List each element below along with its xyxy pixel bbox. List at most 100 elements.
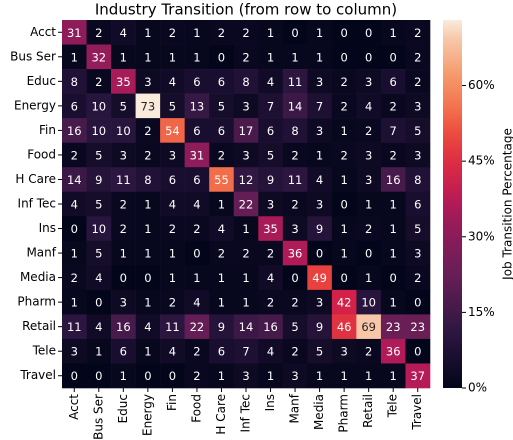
cell-label: 6: [390, 75, 397, 89]
heatmap-cell: [160, 142, 185, 168]
heatmap-cell: [356, 142, 382, 168]
cell-label: 16: [263, 320, 278, 334]
heatmap-cell: [233, 216, 259, 242]
heatmap-cell: [233, 289, 259, 315]
heatmap-cell: [331, 240, 357, 266]
cell-label: 2: [414, 26, 421, 40]
heatmap-cell: [307, 363, 333, 389]
cell-label: 7: [242, 345, 249, 359]
cell-label: 2: [169, 296, 176, 310]
heatmap-cell: [380, 338, 406, 364]
heatmap-cell: [258, 142, 284, 168]
cell-label: 2: [365, 124, 372, 138]
y-tick-label: Tele: [32, 344, 56, 358]
heatmap-cell: [111, 69, 136, 94]
colorbar-tick-label: 0%: [468, 381, 487, 395]
heatmap-cell: [356, 20, 382, 45]
heatmap-cell: [160, 338, 185, 364]
cell-label: 2: [242, 26, 249, 40]
cell-label: 31: [67, 26, 82, 40]
cell-label: 6: [120, 345, 127, 359]
cell-label: 1: [242, 271, 249, 285]
heatmap-cell: [209, 363, 235, 389]
heatmap-cell: [184, 240, 210, 266]
heatmap-cell: [233, 93, 259, 119]
colorbar-tick-label: 60%: [468, 78, 495, 92]
cell-label: 0: [340, 198, 347, 212]
heatmap-cell: [331, 20, 357, 45]
cell-label: 0: [291, 26, 298, 40]
cell-label: 22: [239, 198, 254, 212]
heatmap-cell: [209, 20, 235, 45]
cell-label: 4: [193, 296, 200, 310]
cell-label: 1: [242, 222, 249, 236]
heatmap-cell: [233, 44, 259, 70]
heatmap-cell: [111, 289, 136, 315]
heatmap-cell: [282, 191, 308, 217]
heatmap-cell: [62, 240, 87, 266]
heatmap-cell: [331, 191, 357, 217]
cell-label: 1: [365, 198, 372, 212]
heatmap-cell: [86, 93, 112, 119]
cell-label: 1: [120, 50, 127, 64]
cell-label: 10: [91, 99, 106, 113]
cell-label: 1: [340, 369, 347, 383]
cell-label: 16: [116, 320, 131, 334]
heatmap-cell: [184, 44, 210, 70]
heatmap-cell: [331, 338, 357, 364]
cell-label: 0: [95, 369, 102, 383]
heatmap-cell: [282, 314, 308, 340]
heatmap-cell: [307, 69, 333, 94]
heatmap-cell: [135, 265, 161, 291]
heatmap-cell: [405, 363, 431, 389]
cell-label: 2: [390, 148, 397, 162]
cell-label: 37: [410, 369, 425, 383]
heatmap-cell: [111, 216, 136, 242]
heatmap-cell: [331, 93, 357, 119]
heatmap-cell: [184, 289, 210, 315]
heatmap-cell: [111, 265, 136, 291]
heatmap-cell: [380, 265, 406, 291]
cell-label: 2: [144, 148, 151, 162]
x-tick-label: Retail: [361, 394, 375, 428]
cell-label: 9: [218, 320, 225, 334]
cell-label: 0: [365, 247, 372, 261]
heatmap-cell: [86, 338, 112, 364]
heatmap-cell: [307, 20, 333, 45]
colorbar-tick-label: 45%: [468, 154, 495, 168]
heatmap-cell: [160, 167, 185, 193]
cell-label: 5: [169, 99, 176, 113]
cell-label: 11: [288, 75, 303, 89]
cell-label: 4: [71, 198, 78, 212]
cell-label: 2: [291, 148, 298, 162]
heatmap-cell: [111, 314, 136, 340]
cell-label: 0: [414, 296, 421, 310]
heatmap-cell: [135, 69, 161, 94]
heatmap-cell: [135, 142, 161, 168]
cell-label: 7: [316, 99, 323, 113]
cell-label: 0: [365, 50, 372, 64]
cell-label: 1: [365, 271, 372, 285]
cell-label: 2: [169, 26, 176, 40]
heatmap-cell: [62, 69, 87, 94]
cell-label: 10: [91, 124, 106, 138]
cell-label: 1: [144, 26, 151, 40]
heatmap-cell: [184, 69, 210, 94]
heatmap-cell: [258, 191, 284, 217]
cell-label: 6: [218, 124, 225, 138]
heatmap-cell: [282, 240, 308, 266]
cell-label: 1: [340, 173, 347, 187]
heatmap-cell: [62, 314, 87, 340]
cell-label: 1: [71, 50, 78, 64]
cell-label: 1: [316, 148, 323, 162]
heatmap-cell: [282, 289, 308, 315]
cell-label: 1: [316, 26, 323, 40]
cell-label: 4: [169, 75, 176, 89]
y-tick-label: Pharm: [17, 295, 56, 309]
heatmap-cell: [380, 69, 406, 94]
cell-label: 3: [316, 198, 323, 212]
cell-label: 2: [414, 271, 421, 285]
heatmap-cell: [331, 167, 357, 193]
heatmap-cell: [184, 191, 210, 217]
